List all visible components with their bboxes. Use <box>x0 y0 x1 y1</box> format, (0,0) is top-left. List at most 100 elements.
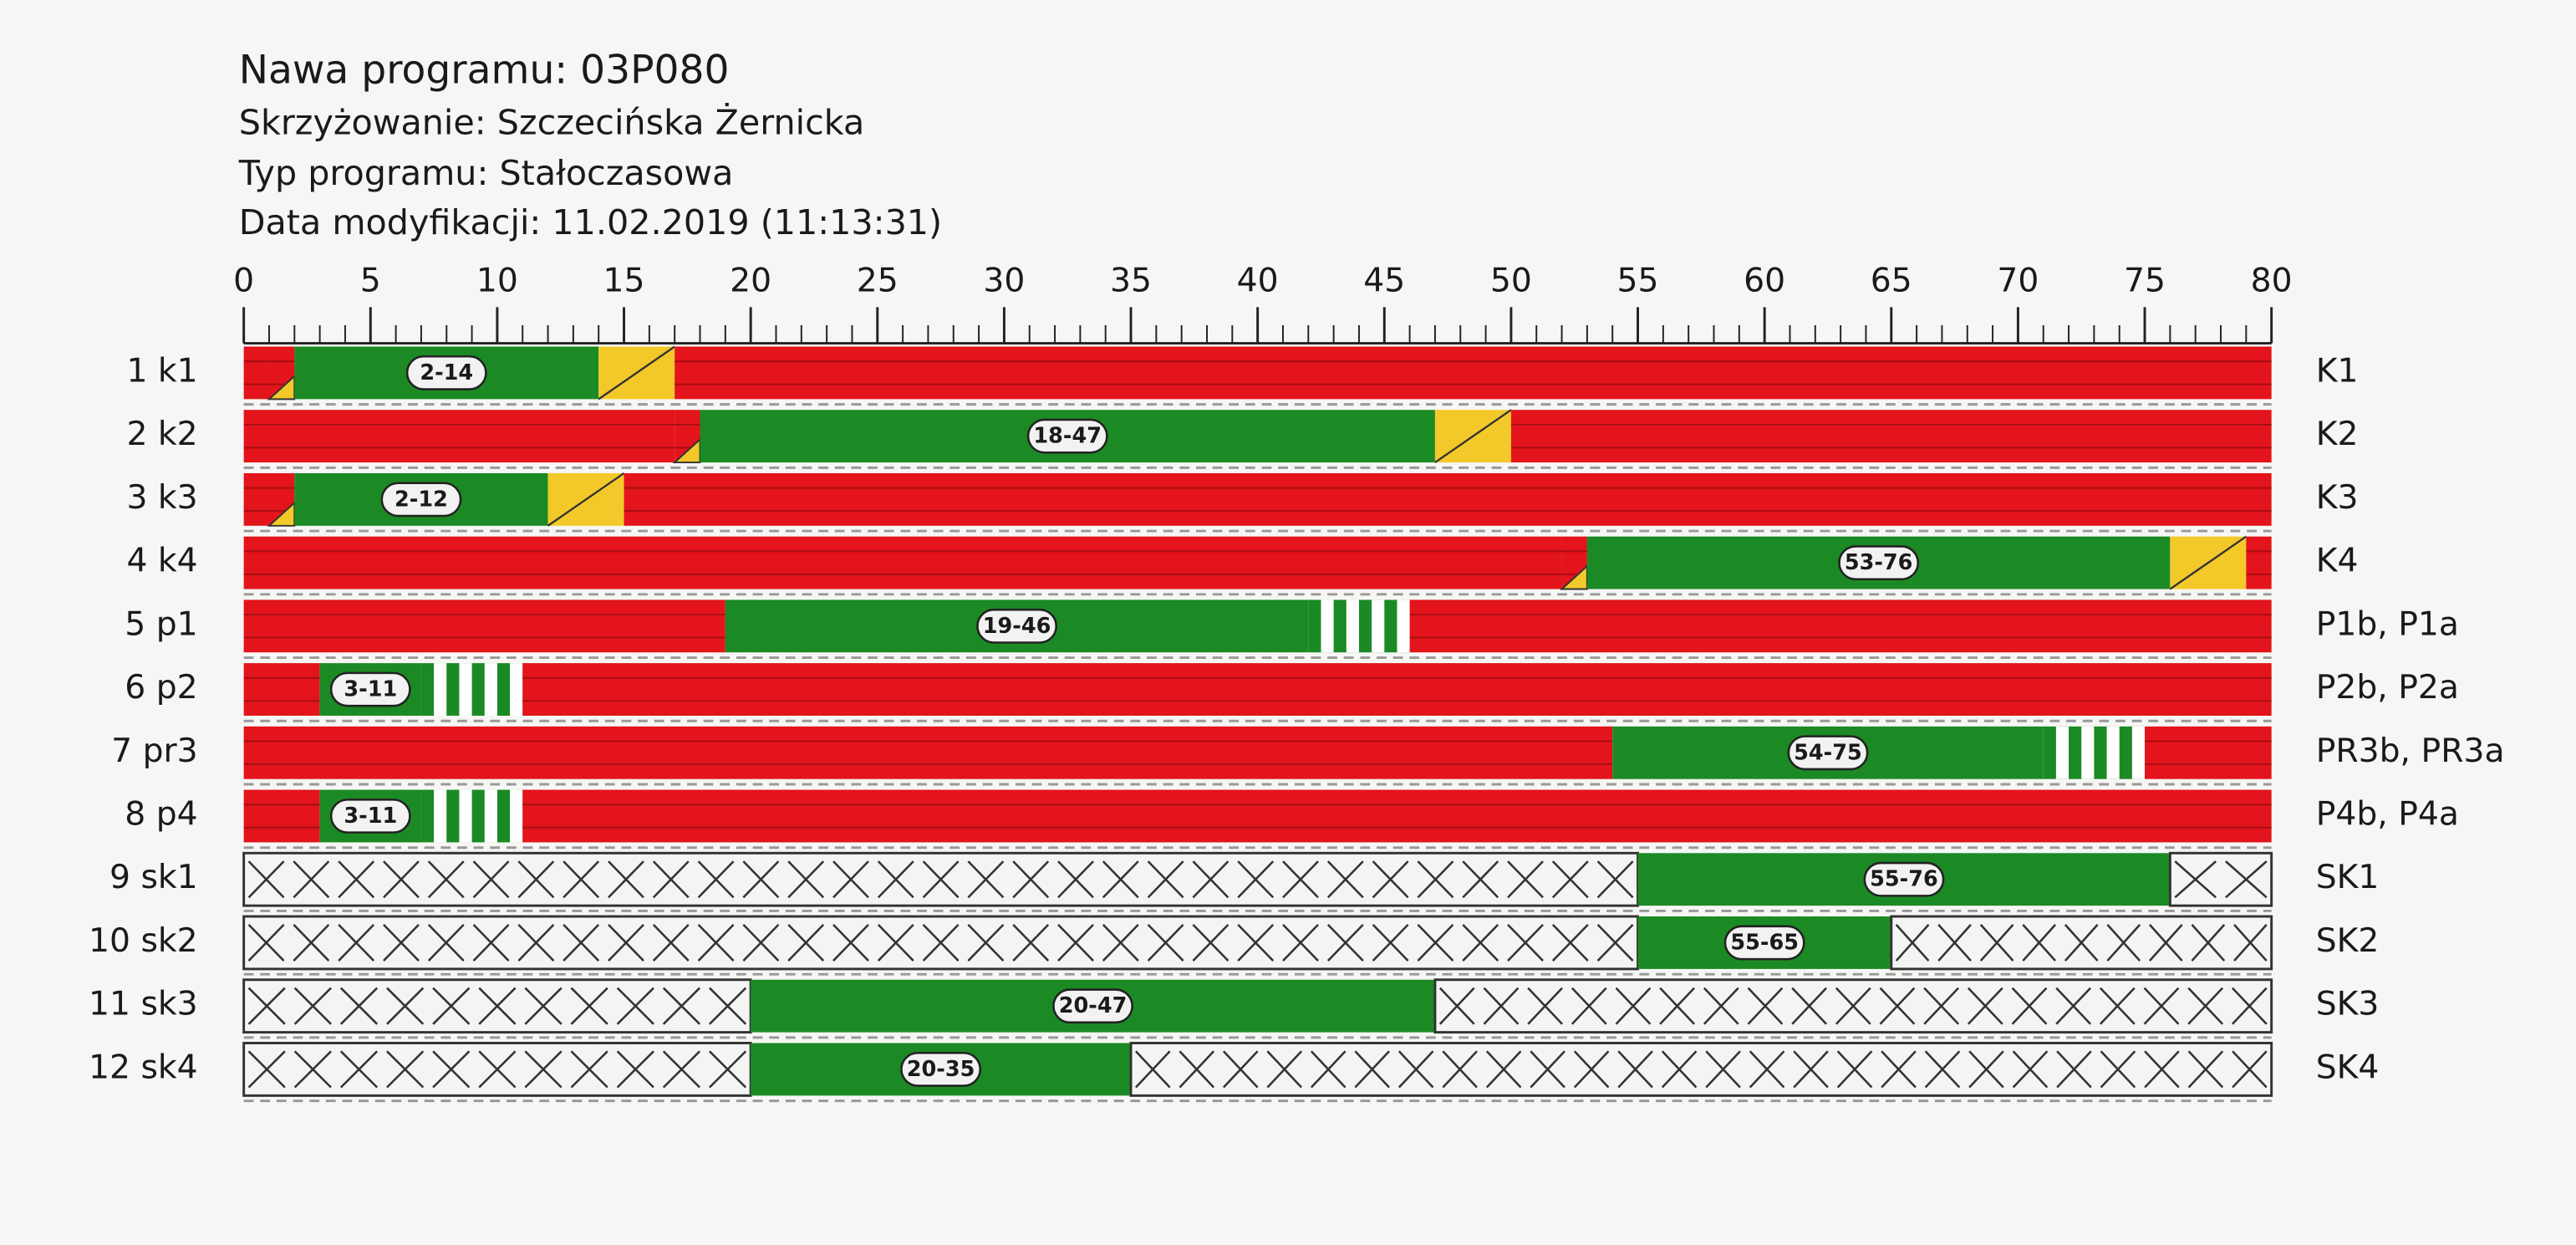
cross <box>1102 860 1139 899</box>
signal-bar <box>243 789 320 843</box>
label-pill <box>976 608 1057 644</box>
group-label: PR3b, PR3a <box>2316 732 2505 770</box>
label-pill <box>405 355 487 390</box>
amber-diagonal <box>598 345 675 401</box>
cross <box>524 987 563 1025</box>
cross <box>517 923 555 962</box>
green-label: 54-75 <box>1794 740 1862 765</box>
green-label: 3-11 <box>344 677 397 702</box>
cross <box>2231 987 2268 1025</box>
cross <box>1326 923 1364 962</box>
segment-yellow <box>1434 409 1512 464</box>
row-label: 8 p4 <box>125 796 197 834</box>
cross <box>2191 923 2226 962</box>
cross <box>563 923 600 962</box>
cross <box>1438 987 1475 1025</box>
cross <box>608 923 644 962</box>
cross <box>383 923 420 962</box>
cross <box>1147 860 1184 899</box>
cross <box>293 860 330 899</box>
cross <box>432 987 471 1025</box>
cross <box>1923 987 1960 1025</box>
cross <box>339 1050 379 1089</box>
segment-red <box>522 789 2272 843</box>
cross <box>478 1050 517 1089</box>
modified-date: Data modyfikacji: 11.02.2019 (11:13:31) <box>239 202 942 242</box>
cross <box>1895 923 1930 962</box>
segment-green: 20-47 <box>751 979 1435 1033</box>
x-tick-label: 70 <box>1997 262 2039 299</box>
group-label: K2 <box>2316 416 2359 453</box>
cross <box>427 923 465 962</box>
segment-green: 53-76 <box>1586 536 2171 589</box>
flash-stripe <box>1372 600 1385 653</box>
segment-yellow <box>2169 535 2248 590</box>
cross <box>1791 987 1828 1025</box>
segment-green: 3-11 <box>319 663 421 716</box>
segment-red <box>2246 536 2272 589</box>
row-label: 7 pr3 <box>111 732 198 770</box>
segment-red <box>243 726 1613 779</box>
cross <box>1237 923 1275 962</box>
cross <box>2106 923 2141 962</box>
cross <box>1793 1050 1829 1089</box>
x-tick-label: 40 <box>1237 262 1279 299</box>
cross <box>2055 987 2092 1025</box>
cross <box>247 923 285 962</box>
cross <box>1462 923 1499 962</box>
segment-red <box>522 663 2272 716</box>
cross <box>2056 1050 2092 1089</box>
signal-bar <box>2145 726 2272 779</box>
row-label: 10 sk2 <box>89 922 198 960</box>
cross <box>386 1050 425 1089</box>
cross <box>1179 1050 1215 1089</box>
x-tick-label: 15 <box>603 262 645 299</box>
amber-diagonal <box>1434 409 1512 464</box>
cross <box>832 860 869 899</box>
flash-stripe <box>2106 726 2120 779</box>
cross <box>877 860 914 899</box>
cross <box>2064 923 2099 962</box>
flash-stripe <box>484 789 497 843</box>
segment-flashing <box>2043 726 2146 779</box>
segment-flashing <box>420 663 523 716</box>
segment-red <box>1510 410 2272 463</box>
x-tick-label: 80 <box>2251 262 2293 299</box>
signal-bar <box>243 536 1562 589</box>
row-label: 11 sk3 <box>89 986 198 1023</box>
cross <box>1617 1050 1653 1089</box>
cross <box>1747 987 1784 1025</box>
green-label: 53-76 <box>1845 550 1913 575</box>
segment-green: 19-46 <box>725 600 1309 653</box>
segment-green: 2-14 <box>294 346 599 400</box>
label-pill <box>329 799 411 834</box>
cross <box>2012 1050 2049 1089</box>
signal-bar <box>522 789 2272 843</box>
signal-bar <box>624 472 2272 526</box>
row-label: 4 k4 <box>126 543 197 580</box>
flash-stripe <box>484 663 497 716</box>
group-label: P2b, P2a <box>2316 669 2459 707</box>
label-pill <box>1838 545 1920 581</box>
cross <box>1012 923 1050 962</box>
cross <box>293 987 332 1025</box>
segment-red <box>243 663 320 716</box>
cross <box>1968 1050 2004 1089</box>
flash-stripe <box>2055 726 2069 779</box>
segment-red <box>243 600 725 653</box>
segment-green: 20-35 <box>751 1043 1132 1096</box>
x-tick-label: 30 <box>983 262 1025 299</box>
cross <box>967 860 1005 899</box>
cross <box>1485 1050 1522 1089</box>
cross <box>1282 860 1319 899</box>
flash-stripe <box>434 789 447 843</box>
cross <box>1551 860 1589 899</box>
cross <box>1615 987 1652 1025</box>
cross <box>2174 860 2217 899</box>
segment-red <box>243 536 1562 589</box>
cross <box>877 923 914 962</box>
signal-bar <box>243 346 269 400</box>
cross <box>1705 1050 1741 1089</box>
